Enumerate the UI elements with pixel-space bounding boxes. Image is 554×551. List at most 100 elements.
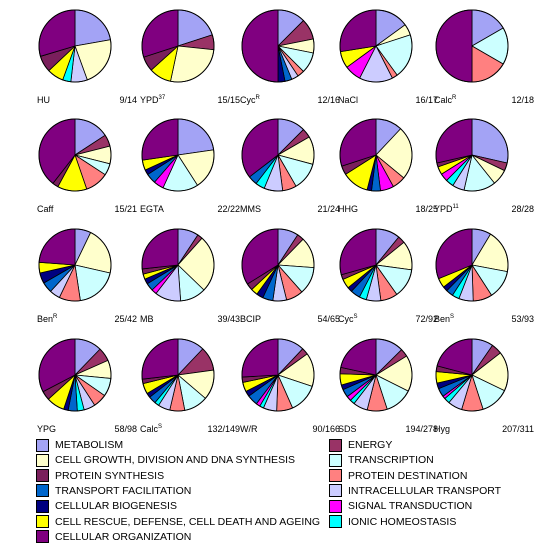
pie-outline — [241, 338, 315, 412]
pie-label: Caff — [37, 204, 53, 214]
pie-chart: CycR 12/16 — [236, 2, 346, 109]
legend-label: ENERGY — [348, 439, 393, 451]
pie-label-text: YPG — [37, 424, 57, 434]
pie-label-superscript: R — [452, 95, 457, 101]
pie-count: 194/278 — [405, 424, 438, 434]
pie-label-text: YPD — [140, 95, 159, 105]
pie-outline — [141, 118, 215, 192]
pie-label-text: Hyg — [434, 424, 451, 434]
pie-label-text: YPD — [434, 204, 453, 214]
legend-label: CELL GROWTH, DIVISION AND DNA SYNTHESIS — [55, 454, 295, 467]
pie-outline — [141, 338, 215, 412]
pie-label: MMS — [240, 204, 261, 214]
pie-outline — [38, 118, 112, 192]
pie-count: 16/17 — [415, 95, 438, 105]
pie-count: 18/25 — [415, 204, 438, 214]
legend-label: IONIC HOMEOSTASIS — [348, 515, 457, 528]
pie-outline — [38, 338, 112, 412]
pie-slice-cellular-organization — [241, 9, 279, 83]
legend-item-cell-rescue: CELL RESCUE, DEFENSE, CELL DEATH AND AGE… — [36, 515, 320, 529]
pie-svg — [241, 338, 315, 412]
legend-swatch — [36, 469, 49, 483]
pie-count: 72/92 — [415, 314, 438, 324]
legend-item-transcription: TRANSCRIPTION — [329, 453, 434, 467]
pie-count: 54/65 — [317, 314, 340, 324]
pie-chart: SDS 194/278 — [334, 331, 444, 438]
pie-label-text: Calc — [434, 95, 453, 105]
legend-swatch — [329, 438, 342, 452]
pie-slice-cellular-organization — [141, 118, 179, 161]
pie-label-text: HU — [37, 95, 50, 105]
pie-outline — [241, 228, 315, 302]
pie-label-text: BCIP — [240, 314, 262, 324]
pie-outline — [38, 228, 112, 302]
pie-label-superscript: R — [53, 314, 58, 320]
pie-svg — [141, 118, 215, 192]
pie-svg — [339, 118, 413, 192]
pie-label-text: HHG — [338, 204, 358, 214]
pie-label-text: EGTA — [140, 204, 164, 214]
pie-label: Hyg — [434, 424, 450, 434]
pie-chart: MB 39/43 — [136, 221, 246, 328]
pie-label-text: W/R — [240, 424, 258, 434]
pie-count: 15/21 — [114, 204, 137, 214]
pie-chart: BCIP 54/65 — [236, 221, 346, 328]
pie-outline — [38, 9, 112, 83]
pie-chart: YPD37 15/15 — [136, 2, 246, 109]
pie-label-text: Calc — [140, 424, 159, 434]
legend-swatch — [36, 530, 49, 544]
pie-slice-metabolism — [177, 118, 215, 156]
pie-outline — [339, 118, 413, 192]
pie-count: 132/149 — [207, 424, 240, 434]
pie-chart: HHG 18/25 — [334, 111, 444, 218]
legend-label: PROTEIN DESTINATION — [348, 469, 468, 482]
pie-count: 53/93 — [511, 314, 534, 324]
pie-chart-grid: HU 9/14 YPD37 15/15 CycR 12/16 NaCl 16/17 CalcR 1… — [33, 2, 534, 434]
pie-count: 9/14 — [119, 95, 137, 105]
pie-label-text: SDS — [338, 424, 357, 434]
legend-item-growth: CELL GROWTH, DIVISION AND DNA SYNTHESIS — [36, 453, 295, 467]
pie-label-superscript: 11 — [452, 204, 459, 210]
pie-label: BCIP — [240, 314, 261, 324]
pie-outline — [435, 338, 509, 412]
pie-slice-cellular-organization — [141, 338, 179, 380]
pie-svg — [339, 9, 413, 83]
pie-label: MB — [140, 314, 154, 324]
pie-svg — [339, 338, 413, 412]
pie-slice-cellular-organization — [339, 9, 377, 53]
pie-slice-cellular-organization — [241, 338, 279, 378]
pie-outline — [141, 228, 215, 302]
pie-svg — [435, 338, 509, 412]
pie-label-text: Caff — [37, 204, 54, 214]
pie-count: 28/28 — [511, 204, 534, 214]
legend-label: CELL RESCUE, DEFENSE, CELL DEATH AND AGE… — [55, 515, 321, 528]
pie-label-superscript: 37 — [158, 95, 166, 101]
legend-swatch — [329, 469, 342, 483]
pie-svg — [435, 118, 509, 192]
legend-item-signal-transduction: SIGNAL TRANSDUCTION — [329, 499, 472, 513]
pie-count: 39/43 — [217, 314, 240, 324]
pie-svg — [141, 228, 215, 302]
pie-label: CalcS — [140, 424, 162, 434]
pie-chart: Caff 15/21 — [33, 111, 143, 218]
pie-chart: CycS 72/92 — [334, 221, 444, 328]
pie-chart: HU 9/14 — [33, 2, 143, 109]
pie-label-superscript: S — [353, 314, 358, 320]
pie-slice-cellular-organization — [435, 9, 473, 83]
pie-label: HU — [37, 95, 50, 105]
pie-outline — [241, 118, 315, 192]
pie-chart: MMS 21/24 — [236, 111, 346, 218]
pie-svg — [38, 118, 112, 192]
pie-svg — [241, 118, 315, 192]
pie-chart: BenR 25/42 — [33, 221, 143, 328]
legend-item-protein-destination: PROTEIN DESTINATION — [329, 469, 467, 483]
legend: METABOLISM CELL GROWTH, DIVISION AND DNA … — [36, 438, 536, 548]
pie-chart: CalcS 132/149 — [136, 331, 246, 438]
pie-outline — [435, 9, 509, 83]
legend-item-intracellular-transport: INTRACELLULAR TRANSPORT — [329, 484, 501, 498]
pie-count: 25/42 — [114, 314, 137, 324]
pie-label-superscript: S — [158, 424, 163, 430]
pie-label-text: Ben — [37, 314, 54, 324]
pie-label: CycS — [338, 314, 358, 324]
legend-item-ionic-homeostasis: IONIC HOMEOSTASIS — [329, 515, 456, 529]
